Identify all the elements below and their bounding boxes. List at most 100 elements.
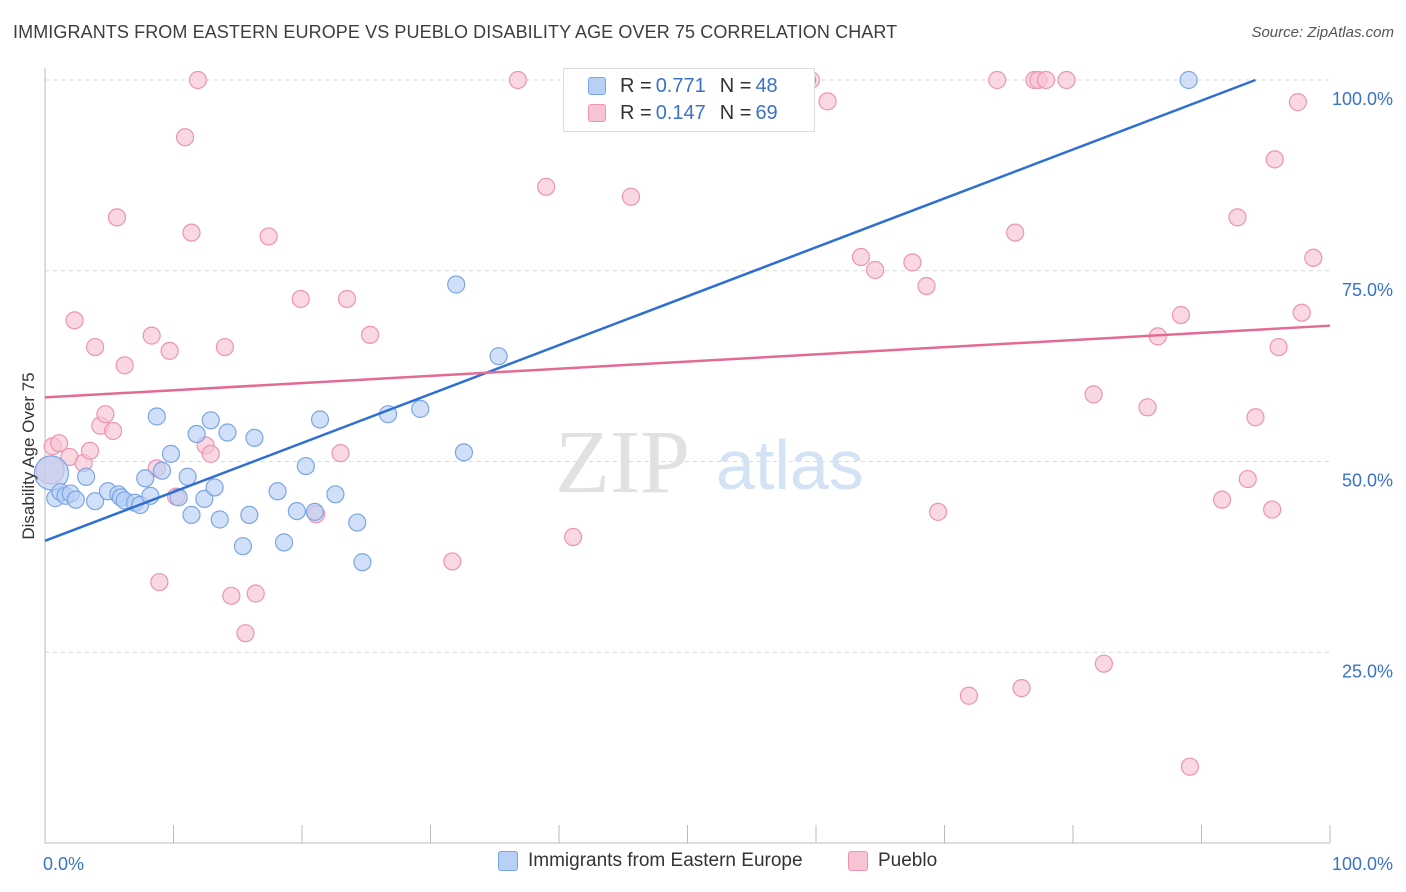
pink-point <box>50 434 69 453</box>
blue-point <box>201 411 220 430</box>
pink-point <box>443 552 462 571</box>
pink-point <box>65 311 84 330</box>
series-legend: Immigrants from Eastern Europe Pueblo <box>0 850 1406 880</box>
stats-row-pink: R = 0.147 N = 69 <box>588 100 792 126</box>
r-label: R = <box>620 74 652 97</box>
pink-point <box>1012 679 1031 698</box>
pink-point <box>988 70 1007 90</box>
legend-label-pueblo: Pueblo <box>878 850 938 871</box>
legend-swatch-blue <box>498 851 518 871</box>
watermark-zip: ZIP <box>555 413 690 512</box>
blue-point <box>274 533 294 552</box>
blue-point <box>195 489 214 508</box>
pink-point <box>215 337 234 357</box>
blue-point <box>187 424 206 444</box>
tick-labels: 25.0% 50.0% 75.0% 100.0% 0.0% 100.0% <box>43 89 1393 874</box>
pink-point <box>259 227 278 246</box>
pink-point <box>866 260 885 280</box>
pink-point <box>1265 150 1284 169</box>
blue-point <box>326 485 345 504</box>
y-tick-label: 50.0% <box>1342 471 1393 491</box>
blue-series-points <box>33 70 1198 572</box>
legend-item-pueblo[interactable]: Pueblo <box>848 850 937 872</box>
blue-point <box>86 492 105 511</box>
blue-point <box>182 505 201 525</box>
pink-point <box>1138 398 1157 417</box>
pink-point <box>361 325 380 344</box>
pink-point <box>331 444 350 463</box>
blue-point <box>77 467 96 486</box>
blue-point <box>233 537 252 556</box>
blue-point <box>447 275 466 294</box>
axes <box>44 68 1331 844</box>
pink-point <box>1180 757 1200 776</box>
pink-point <box>1288 93 1307 112</box>
pink-point <box>537 177 556 196</box>
blue-point <box>147 407 166 426</box>
blue-point <box>268 482 287 501</box>
pink-point <box>1246 408 1265 427</box>
y-axis-label: Disability Age Over 75 <box>19 372 38 540</box>
blue-point <box>1179 70 1198 90</box>
blue-point <box>353 553 372 572</box>
pink-point <box>959 686 979 705</box>
pink-point <box>1171 305 1191 325</box>
pink-point <box>818 92 837 111</box>
n-label: N = <box>719 74 752 97</box>
blue-point <box>136 469 155 488</box>
r-value-pink: 0.147 <box>655 101 706 124</box>
pink-point <box>1057 70 1076 90</box>
y-tick-label: 25.0% <box>1342 661 1393 681</box>
pink-point <box>1304 248 1323 267</box>
legend-item-eastern-europe[interactable]: Immigrants from Eastern Europe <box>498 850 803 872</box>
trend-lines <box>44 78 1331 543</box>
blue-point <box>240 505 259 525</box>
stats-row-blue: R = 0.771 N = 48 <box>588 73 792 99</box>
pink-point <box>142 326 161 345</box>
pink-point <box>1292 303 1311 322</box>
pink-point <box>1084 385 1103 404</box>
blue-point <box>348 513 367 532</box>
pink-point <box>160 341 179 360</box>
pink-point <box>903 253 922 272</box>
legend-swatch-pink <box>848 851 868 871</box>
pink-series-points <box>35 70 1323 776</box>
r-label: R = <box>620 101 652 124</box>
chart-title: IMMIGRANTS FROM EASTERN EUROPE VS PUEBLO… <box>13 22 898 42</box>
blue-trend-line <box>44 78 1256 543</box>
blue-point <box>411 399 430 418</box>
pink-point <box>222 586 241 605</box>
gridlines <box>45 79 1330 653</box>
x-tick-label: 0.0% <box>43 854 84 874</box>
y-tick-label: 75.0% <box>1342 280 1393 300</box>
legend-label-eastern-europe: Immigrants from Eastern Europe <box>528 850 803 871</box>
source-label: Source: ZipAtlas.com <box>1251 24 1394 41</box>
pink-point <box>236 624 255 643</box>
pink-point <box>150 572 169 592</box>
pink-point <box>107 208 127 227</box>
pink-point <box>246 584 265 603</box>
pink-point <box>337 289 357 309</box>
blue-point <box>305 502 324 521</box>
pink-point <box>508 70 527 90</box>
x-tick-label: 100.0% <box>1332 854 1393 874</box>
r-value-blue: 0.771 <box>655 74 706 97</box>
blue-point <box>287 501 306 521</box>
blue-point <box>310 410 330 429</box>
stats-legend: R = 0.771 N = 48 R = 0.147 N = 69 <box>563 68 815 132</box>
blue-point <box>66 490 85 509</box>
blue-point <box>245 428 264 447</box>
pink-point <box>917 276 936 296</box>
pink-point <box>1228 208 1247 227</box>
pink-point <box>182 223 201 242</box>
pink-point <box>80 441 100 460</box>
y-tick-label: 100.0% <box>1332 89 1393 109</box>
watermark: ZIP atlas <box>555 413 864 512</box>
pink-point <box>291 289 310 309</box>
n-value-blue: 48 <box>755 74 778 97</box>
pink-point <box>201 444 220 463</box>
pink-point <box>96 405 115 424</box>
pink-point <box>1263 500 1282 519</box>
blue-point <box>454 443 474 462</box>
blue-point <box>161 444 181 463</box>
